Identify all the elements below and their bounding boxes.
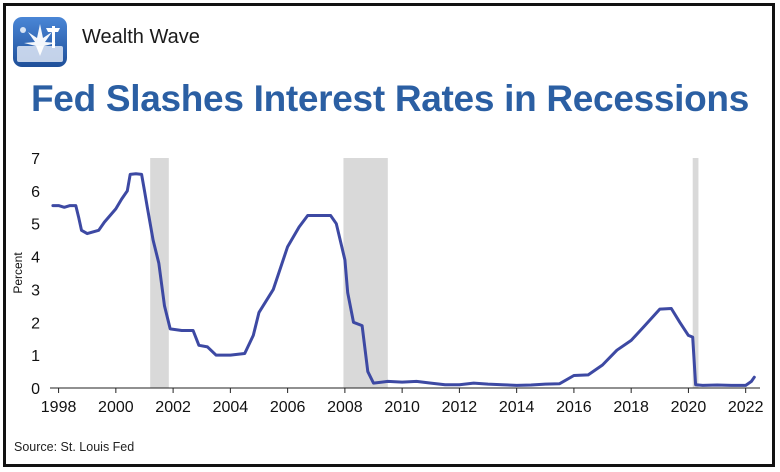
- x-tick-label: 2016: [556, 399, 592, 416]
- x-tick-label: 2012: [442, 399, 478, 416]
- x-tick-label: 2000: [98, 399, 134, 416]
- x-tick-label: 2004: [213, 399, 249, 416]
- chart-title: Fed Slashes Interest Rates in Recessions: [30, 78, 750, 119]
- recession-band-3: [692, 158, 699, 388]
- y-tick-label: 0: [31, 381, 40, 398]
- x-tick-label: 2020: [671, 399, 707, 416]
- series-line-1: [51, 172, 756, 387]
- x-tick-label: 1998: [41, 399, 77, 416]
- wealth-wave-logo-icon: [12, 16, 68, 68]
- tick-labels: 0 1 2 3 4 5 6 7 1998 2000 2002 2004 2006 2008 2010 2012…: [11, 151, 764, 416]
- y-tick-label: 6: [31, 184, 40, 201]
- x-tick-label: 2018: [613, 399, 649, 416]
- series-layer: [51, 172, 756, 387]
- y-axis-label: Percent: [11, 252, 25, 294]
- x-tick-label: 2006: [270, 399, 306, 416]
- source-note: Source: St. Louis Fed: [14, 440, 135, 454]
- y-tick-label: 3: [31, 282, 40, 299]
- chart-frame: [3, 3, 775, 467]
- y-tick-label: 5: [31, 217, 40, 234]
- y-tick-label: 4: [31, 250, 40, 267]
- y-tick-label: 7: [31, 151, 40, 168]
- x-tick-label: 2010: [384, 399, 420, 416]
- x-tick-label: 2022: [728, 399, 764, 416]
- brand-name: Wealth Wave: [82, 26, 200, 48]
- x-tick-label: 2002: [155, 399, 191, 416]
- y-tick-label: 1: [31, 348, 40, 365]
- axes: [50, 387, 760, 393]
- x-tick-label: 2008: [327, 399, 363, 416]
- x-tick-label: 2014: [499, 399, 535, 416]
- y-tick-label: 2: [31, 315, 40, 332]
